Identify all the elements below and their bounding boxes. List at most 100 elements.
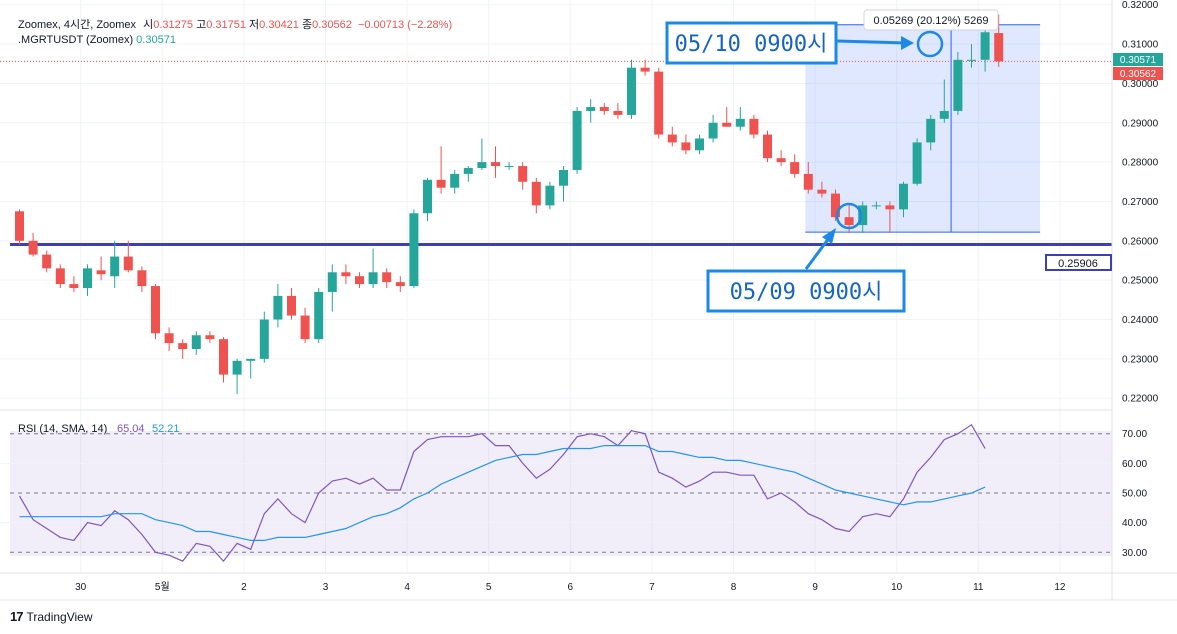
candle-up bbox=[314, 291, 324, 340]
candle-up bbox=[586, 107, 596, 111]
candle-down bbox=[178, 343, 188, 350]
candle-up bbox=[110, 256, 120, 277]
candle-up bbox=[191, 335, 201, 350]
time-axis[interactable]: 30 5월 2 3 4 5 6 7 8 9 10 11 12 bbox=[75, 581, 1066, 593]
rsi-legend-value: 65.04 bbox=[117, 423, 145, 435]
candle-down bbox=[151, 286, 160, 334]
candle-up bbox=[259, 319, 269, 359]
price-tick-label: 0.27000 bbox=[1122, 197, 1159, 208]
candle-up bbox=[450, 173, 460, 188]
time-tick-label: 6 bbox=[568, 582, 574, 593]
candle-down bbox=[817, 189, 827, 194]
candles bbox=[15, 14, 1004, 395]
callout-upper-arrowhead bbox=[901, 36, 914, 50]
candle-up bbox=[627, 67, 636, 115]
candle-down bbox=[681, 142, 691, 151]
candle-down bbox=[219, 339, 228, 375]
candle-down bbox=[722, 122, 732, 127]
ohlc-legend[interactable]: Zoomex, 4시간, Zoomex 시0.31275 고0.31751 저0… bbox=[18, 16, 452, 32]
grid bbox=[0, 0, 1112, 573]
price-badge-last: 0.30562 bbox=[1120, 69, 1157, 80]
rsi-axis[interactable]: 70.00 60.00 50.00 40.00 30.00 bbox=[1122, 429, 1147, 559]
candle-down bbox=[654, 71, 664, 135]
price-tick-label: 0.25000 bbox=[1122, 276, 1159, 287]
candle-down bbox=[776, 158, 786, 163]
price-tick-label: 0.29000 bbox=[1122, 118, 1159, 129]
candle-down bbox=[164, 333, 174, 344]
candle-down bbox=[749, 118, 759, 135]
candle-up bbox=[939, 110, 949, 119]
candle-down bbox=[287, 295, 296, 316]
time-tick-label: 7 bbox=[649, 582, 655, 593]
candle-down bbox=[15, 211, 24, 241]
candle-down bbox=[42, 254, 52, 269]
candle-down bbox=[69, 284, 79, 289]
candle-up bbox=[83, 268, 92, 289]
candle-up bbox=[871, 205, 881, 207]
candle-up bbox=[735, 118, 745, 127]
compare-legend[interactable]: .MGRTUSDT (Zoomex) 0.30571 bbox=[18, 34, 176, 46]
change-value: −0.00713 (−2.28%) bbox=[357, 19, 453, 31]
price-badge-compare-bg bbox=[1113, 53, 1163, 66]
candle-up bbox=[232, 360, 242, 375]
callout-lower-box bbox=[706, 269, 906, 313]
rsi-tick-label: 50.00 bbox=[1122, 488, 1147, 499]
low-label: 저 bbox=[249, 19, 260, 31]
candle-up bbox=[327, 272, 337, 292]
price-tick-label: 0.31000 bbox=[1122, 40, 1159, 51]
rsi-line bbox=[18, 423, 986, 563]
open-label: 시 bbox=[143, 19, 154, 31]
symbol-name[interactable]: Zoomex, 4시간, Zoomex bbox=[18, 19, 137, 31]
candle-down bbox=[831, 193, 840, 218]
measure-label-box bbox=[863, 9, 999, 31]
time-tick-label: 5월 bbox=[155, 581, 170, 593]
candle-up bbox=[246, 358, 256, 361]
candle-up bbox=[572, 110, 582, 170]
time-tick-label: 9 bbox=[812, 582, 818, 593]
callout-lower-circle bbox=[835, 202, 863, 230]
price-tick-label: 0.28000 bbox=[1122, 158, 1159, 169]
tradingview-logo-icon: 17 bbox=[10, 609, 24, 624]
rsi-tick-label: 40.00 bbox=[1122, 518, 1147, 529]
open-value: 0.31275 bbox=[153, 19, 194, 31]
price-axis[interactable]: 0.32000 0.31000 0.30000 0.29000 0.28000 0.270… bbox=[1122, 0, 1159, 404]
time-tick-label: 8 bbox=[731, 582, 737, 593]
candle-up bbox=[953, 59, 963, 111]
brand-text: TradingView bbox=[26, 609, 93, 624]
candle-down bbox=[205, 335, 215, 340]
candle-down bbox=[599, 107, 609, 111]
candle-up bbox=[545, 185, 555, 206]
candle-down bbox=[885, 205, 895, 210]
high-value: 0.31751 bbox=[206, 19, 246, 31]
candle-down bbox=[763, 134, 772, 159]
candle-up bbox=[559, 169, 568, 186]
candle-up bbox=[423, 179, 432, 214]
candle-up bbox=[368, 272, 378, 285]
price-badge-last-bg bbox=[1113, 67, 1163, 80]
candle-down bbox=[123, 256, 133, 271]
price-tick-label: 0.32000 bbox=[1122, 0, 1159, 11]
close-value: 0.30562 bbox=[312, 19, 352, 31]
candle-down bbox=[137, 270, 147, 287]
compare-symbol[interactable]: .MGRTUSDT (Zoomex) bbox=[18, 34, 134, 46]
level-price-badge-box[interactable] bbox=[1045, 254, 1112, 271]
candle-down bbox=[28, 240, 38, 255]
candle-down bbox=[341, 272, 351, 277]
candle-down bbox=[300, 315, 310, 340]
time-tick-label: 2 bbox=[241, 582, 247, 593]
rsi-legend-name[interactable]: RSI (14, SMA, 14) bbox=[18, 423, 107, 435]
low-value: 0.30421 bbox=[259, 19, 299, 31]
rsi-tick-label: 30.00 bbox=[1122, 548, 1147, 559]
rsi-legend-sma: 52.21 bbox=[152, 423, 180, 435]
measure-area bbox=[805, 24, 1041, 233]
candle-up bbox=[926, 118, 936, 143]
callout-upper-circle bbox=[916, 30, 944, 58]
candle-down bbox=[844, 217, 854, 226]
price-tick-label: 0.26000 bbox=[1122, 236, 1159, 247]
candle-up bbox=[695, 138, 704, 151]
candle-down bbox=[640, 67, 650, 72]
candle-up bbox=[980, 32, 990, 60]
tradingview-logo[interactable]: 17 TradingView bbox=[10, 609, 93, 624]
time-tick-label: 12 bbox=[1054, 582, 1066, 593]
